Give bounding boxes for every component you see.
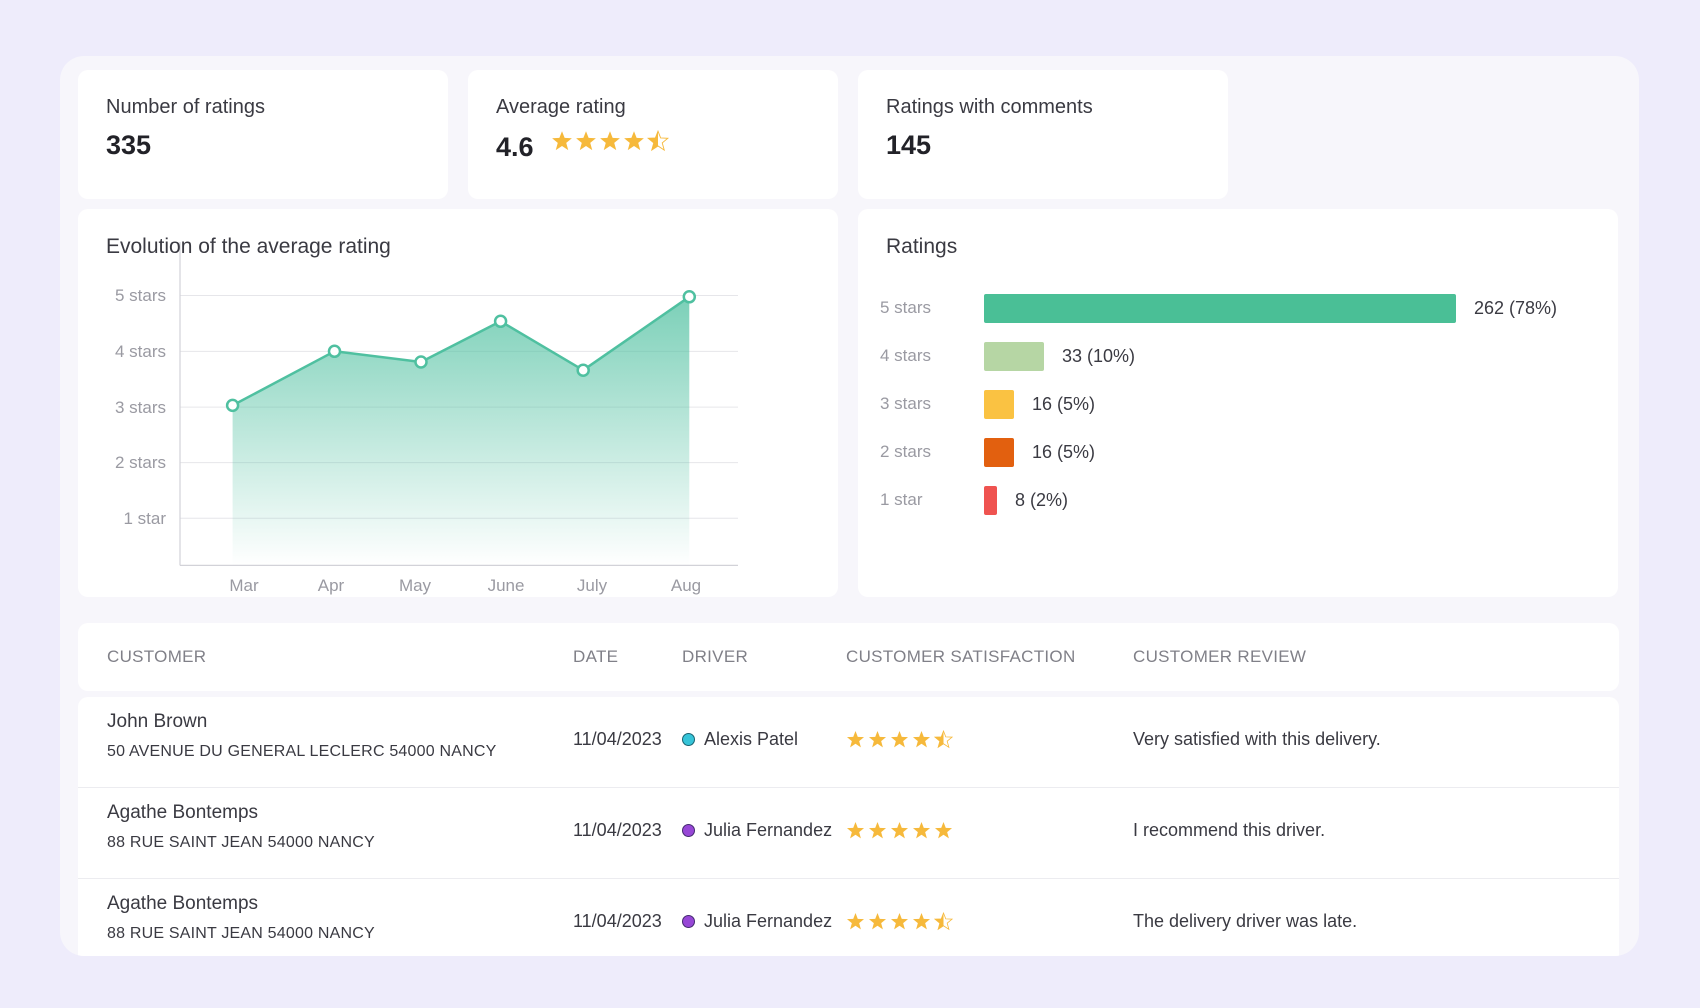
svg-text:1 star: 1 star (123, 509, 166, 528)
svg-text:5 stars: 5 stars (115, 286, 166, 305)
svg-text:June: June (488, 576, 525, 595)
svg-text:3 stars: 3 stars (115, 398, 166, 417)
svg-text:Apr: Apr (318, 576, 345, 595)
svg-text:2 stars: 2 stars (115, 453, 166, 472)
svg-text:Aug: Aug (671, 576, 701, 595)
svg-text:4 stars: 4 stars (115, 342, 166, 361)
svg-text:July: July (577, 576, 608, 595)
svg-text:May: May (399, 576, 432, 595)
svg-text:Mar: Mar (229, 576, 259, 595)
